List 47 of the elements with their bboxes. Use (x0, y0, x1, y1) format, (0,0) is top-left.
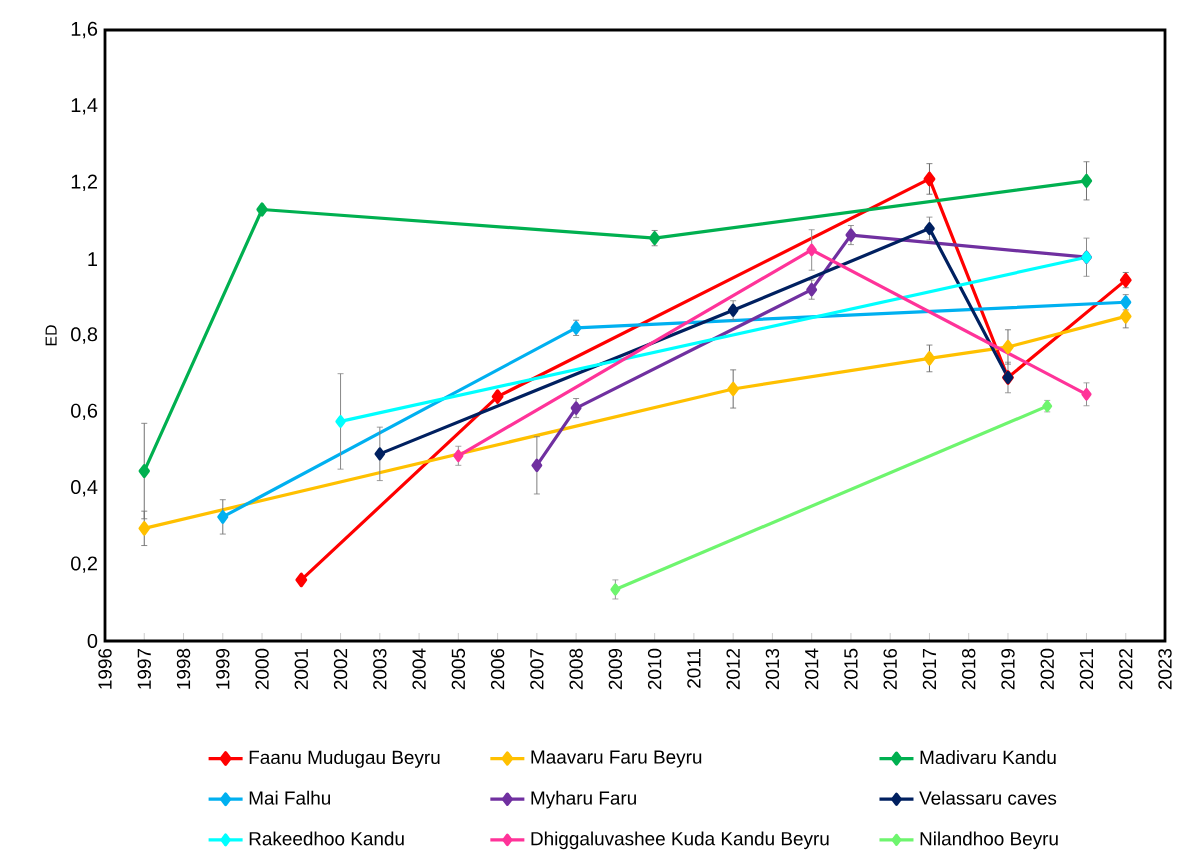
y-axis-title: ED (45, 325, 57, 346)
x-tick-label: 2001 (294, 648, 308, 690)
x-tick-label: 2008 (569, 648, 583, 690)
legend-label: Maavaru Faru Beyru (531, 750, 702, 768)
x-tick-label: 2007 (530, 648, 544, 690)
x-tick-label: 2006 (490, 648, 505, 690)
x-tick-label: 2000 (255, 648, 269, 690)
x-tick-label: 2003 (373, 648, 387, 690)
legend-label: Myharu Faru (531, 790, 636, 809)
x-tick-label: 2016 (883, 648, 897, 690)
x-tick-label: 2012 (726, 648, 740, 690)
legend-label: Dhiggaluvashee Kuda Kandu Beyru (531, 831, 829, 850)
x-tick-label: 2018 (962, 648, 976, 690)
x-tick-label: 2010 (647, 648, 662, 690)
x-tick-label: 2015 (844, 648, 858, 690)
x-tick-label: 2022 (1119, 648, 1133, 690)
y-tick-label: 1,4 (71, 98, 98, 115)
x-tick-label: 2013 (765, 648, 780, 690)
legend-label: Faanu Mudugau Beyru (249, 750, 440, 768)
x-tick-label: 2014 (804, 648, 819, 690)
legend-label: Rakeedhoo Kandu (249, 831, 404, 846)
x-tick-label: 1999 (216, 648, 230, 689)
y-tick-label: 1,2 (71, 174, 97, 191)
legend-label: Nilandhoo Beyru (920, 831, 1058, 850)
x-tick-label: 2011 (687, 648, 701, 688)
x-tick-label: 2019 (1001, 648, 1015, 690)
x-tick-label: 1997 (137, 648, 151, 689)
y-tick-label: 0,2 (71, 556, 97, 573)
x-tick-label: 2020 (1040, 648, 1054, 690)
x-tick-label: 1998 (176, 648, 191, 689)
x-tick-label: 2005 (451, 648, 466, 690)
y-tick-label: 1,6 (71, 21, 98, 39)
x-tick-label: 2017 (922, 648, 937, 690)
y-tick-label: 1 (88, 252, 97, 266)
y-tick-label: 0,8 (71, 327, 98, 344)
y-tick-label: 0 (87, 633, 98, 649)
x-tick-label: 1996 (98, 648, 112, 689)
y-tick-label: 0,6 (71, 403, 98, 421)
x-tick-label: 2004 (412, 648, 426, 690)
x-tick-label: 2021 (1079, 648, 1094, 690)
x-tick-label: 2023 (1158, 648, 1172, 690)
legend-label: Velassaru caves (919, 790, 1057, 805)
legend-label: Madivaru Kandu (920, 750, 1056, 765)
x-tick-label: 2009 (608, 648, 623, 690)
legend-label: Mai Falhu (249, 790, 331, 805)
x-tick-label: 2002 (333, 648, 348, 690)
y-tick-label: 0,4 (71, 480, 98, 497)
